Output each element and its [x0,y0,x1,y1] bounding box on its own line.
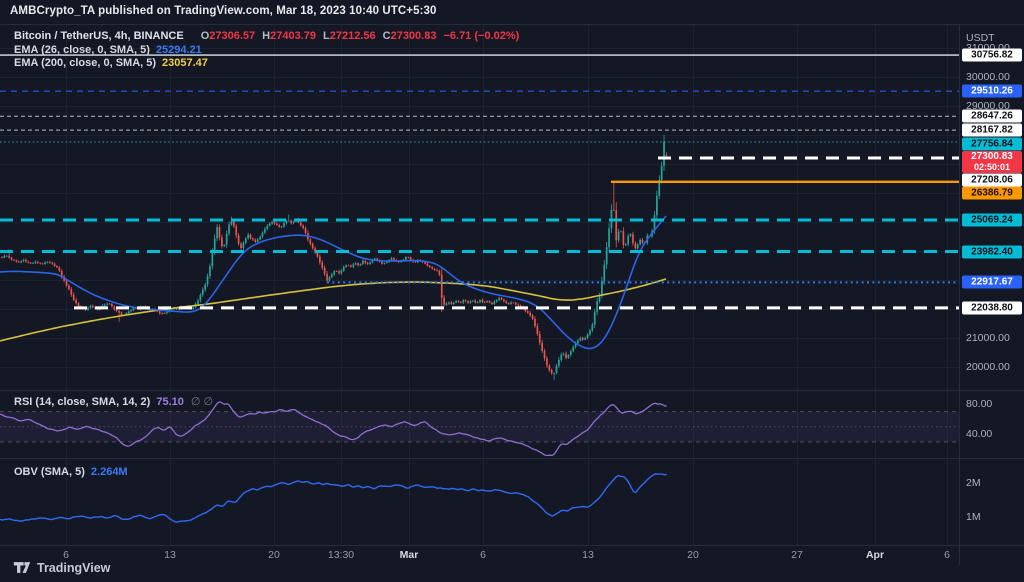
tradingview-logo-text: TradingView [37,560,111,575]
ema26-label: EMA (26, close, 0, SMA, 5) [14,43,150,56]
obv-plot [0,473,667,523]
price-axis-badge-27208.06: 27208.06 [962,173,1022,187]
ema26-value: 25294.21 [155,43,202,56]
change-value: −6.71 (−0.02%) [443,30,520,42]
price-axis-badge-30756.82: 30756.82 [962,48,1022,62]
low-value: 27212.56 [329,30,376,42]
time-axis-label-13: 13 [164,549,176,561]
open-value: 27306.57 [209,30,256,42]
close-value: 27300.83 [390,30,437,42]
obv-tick: 2M [966,477,981,489]
gridlines [0,25,959,545]
ema26-line [0,215,667,350]
obv-value: 2.264M [90,466,128,478]
open-label: O [200,30,210,42]
rsi-legend-row[interactable]: RSI (14, close, SMA, 14, 2) 75.10 ∅ ∅ [14,395,213,408]
ema26-legend-row[interactable]: EMA (26, close, 0, SMA, 5) 25294.21 [14,44,519,58]
time-axis-label-6: 6 [63,549,69,561]
candlestick-series [1,135,668,380]
price-axis-badge-22917.67: 22917.67 [962,275,1022,289]
tradingview-watermark[interactable]: TradingView [13,560,110,575]
ema200-legend-row[interactable]: EMA (200, close, 0, SMA, 5) 23057.47 [14,57,519,71]
rsi-empty-values: ∅ ∅ [190,396,214,408]
ema26 [0,215,667,350]
time-axis-label-6: 6 [480,549,486,561]
time-axis-label-27: 27 [791,549,803,561]
ema200 [0,278,667,342]
time-axis-label-Apr: Apr [865,549,885,561]
chart-legend: Bitcoin / TetherUS, 4h, BINANCE O27306.57… [14,30,519,71]
symbol-legend-row[interactable]: Bitcoin / TetherUS, 4h, BINANCE O27306.57… [14,30,519,44]
rsi-label: RSI (14, close, SMA, 14, 2) [14,396,151,408]
price-axis-currency: USDT [966,32,995,44]
price-axis-badge-29510.26: 29510.26 [962,84,1022,98]
rsi-plot [0,401,667,457]
rsi-line [0,401,667,457]
price-axis-badge-26386.79: 26386.79 [962,186,1022,200]
price-axis-badge-28647.26: 28647.26 [962,109,1022,123]
price-axis-badge-25069.24: 25069.24 [962,213,1022,227]
price-axis-badge-27756.84: 27756.84 [962,137,1022,151]
obv-line [0,473,667,523]
obv-label: OBV (SMA, 5) [14,466,85,478]
rsi-tick: 80.00 [966,398,993,410]
obv-tick: 1M [966,511,981,523]
time-axis-label-6: 6 [944,549,950,561]
price-tick: 21000.00 [966,332,1010,344]
price-level-lines [0,54,959,310]
ema200-label: EMA (200, close, 0, SMA, 5) [14,57,157,69]
ema200-line [0,278,667,342]
low-label: L [323,30,330,42]
price-axis-badge-27300.83: 27300.83 02:50:01 [962,150,1022,173]
price-axis-badge-22038.80: 22038.80 [962,301,1022,315]
ema200-value: 23057.47 [162,57,208,69]
pane-borders [0,24,1024,565]
rsi-value: 75.10 [156,396,184,408]
time-axis-label-13: 13 [582,549,594,561]
close-label: C [382,30,391,42]
obv-legend-row[interactable]: OBV (SMA, 5) 2.264M [14,466,128,478]
publish-text: AMBCrypto_TA published on TradingView.co… [10,5,437,17]
time-axis-label-Mar: Mar [399,549,419,561]
price-tick: 30000.00 [966,71,1010,83]
tradingview-logo-icon [13,562,31,573]
high-value: 27403.79 [270,30,316,42]
publish-header: AMBCrypto_TA published on TradingView.co… [10,5,437,17]
time-axis-label-20: 20 [268,549,280,561]
high-label: H [262,30,271,42]
price-axis-badge-23982.40: 23982.40 [962,245,1022,258]
candle-countdown: 02:50:01 [973,162,1011,173]
price-axis-badge-28167.82: 28167.82 [962,123,1022,137]
rsi-band [0,411,959,443]
time-axis-label-20: 20 [687,549,699,561]
rsi-tick: 40.00 [966,428,993,441]
time-axis-label-13:30: 13:30 [327,549,355,561]
price-tick: 20000.00 [966,361,1010,373]
price-tick: 29000.00 [966,100,1010,112]
symbol-title: Bitcoin / TetherUS, 4h, BINANCE [14,30,184,42]
